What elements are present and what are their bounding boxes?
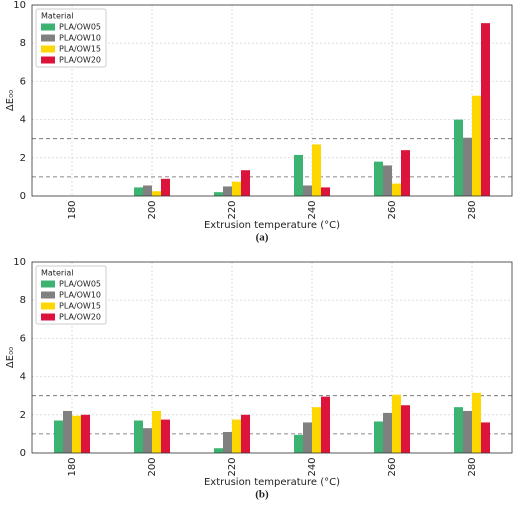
bar [392,394,401,453]
legend-swatch [41,291,55,299]
y-tick-label: 8 [20,295,26,306]
legend-label: PLA/OW05 [59,280,101,289]
y-tick-label: 10 [13,257,26,268]
bar [303,185,312,196]
x-axis-label: Extrusion temperature (°C) [204,477,340,488]
y-tick-label: 0 [20,191,26,202]
chart: 0 2 4 6 8 10 180 200 220 240 260 280 Extrusion tempe… [5,0,513,244]
legend-label: PLA/OW10 [59,291,101,300]
legend-label: PLA/OW10 [59,34,101,43]
bar [161,419,170,453]
bar [241,414,250,453]
bar [223,186,232,196]
x-axis-label: Extrusion temperature (°C) [204,220,340,231]
legend-swatch [41,56,55,64]
bar [321,396,330,453]
bar [161,178,170,196]
bar [383,165,392,196]
y-tick-label: 2 [20,153,26,164]
y-axis-label: ΔE₀₀ [5,90,16,111]
legend-swatch [41,23,55,31]
x-tick-label: 260 [387,200,398,219]
plot-frame [31,4,513,197]
legend-swatch [41,45,55,53]
legend-title: Material [41,269,74,278]
bar [401,150,410,196]
chart: 0 2 4 6 8 10 180 200 220 240 260 280 Extrusion tempe… [5,257,513,501]
x-tick-label: 200 [147,200,158,219]
legend-label: PLA/OW15 [59,45,101,54]
x-tick-label: 200 [147,457,158,476]
bar [374,421,383,453]
bar [143,185,152,196]
x-tick-label: 220 [227,457,238,476]
bar [454,119,463,196]
y-tick-label: 6 [20,333,26,344]
bar [223,431,232,453]
legend-swatch [41,34,55,42]
x-tick-label: 240 [307,200,318,219]
bar [401,405,410,453]
bar [321,187,330,196]
bar [374,161,383,196]
bar [143,428,152,453]
legend-title: Material [41,12,74,21]
y-tick-label: 10 [13,0,26,11]
x-tick-label: 260 [387,457,398,476]
bar [232,419,241,453]
y-tick-label: 4 [20,372,26,383]
bar [81,414,90,453]
y-tick-label: 4 [20,115,26,126]
bar [463,410,472,453]
bar [232,181,241,196]
bar [152,191,161,196]
bar [294,154,303,196]
bar [463,137,472,196]
bar [472,95,481,196]
x-tick-label: 280 [467,457,478,476]
bar [134,420,143,453]
y-tick-label: 8 [20,38,26,49]
bar [481,422,490,453]
bar [72,415,81,453]
bar [152,410,161,453]
y-tick-label: 2 [20,410,26,421]
legend-label: PLA/OW05 [59,23,101,32]
x-tick-label: 180 [67,200,78,219]
bar [383,412,392,453]
y-tick-label: 6 [20,76,26,87]
x-tick-label: 280 [467,200,478,219]
x-tick-label: 240 [307,457,318,476]
y-tick-label: 0 [20,448,26,459]
plot-frame [31,261,513,454]
bar [312,144,321,196]
legend-label: PLA/OW15 [59,302,101,311]
legend-label: PLA/OW20 [59,56,101,65]
bar [54,420,63,453]
legend-swatch [41,302,55,310]
bar [214,192,223,196]
bar [214,448,223,453]
x-tick-label: 180 [67,457,78,476]
bar [481,23,490,196]
x-tick-label: 220 [227,200,238,219]
caption: (a) [256,232,269,244]
legend-swatch [41,280,55,288]
bar [294,434,303,453]
caption: (b) [255,489,269,501]
legend-swatch [41,313,55,321]
bar [63,410,72,453]
bar [472,392,481,453]
bar [241,170,250,196]
y-axis-label: ΔE₀₀ [5,347,16,368]
legend-label: PLA/OW20 [59,313,101,322]
bar [303,422,312,453]
bar [134,187,143,196]
bar [392,183,401,196]
bar [312,407,321,453]
bar [454,407,463,453]
